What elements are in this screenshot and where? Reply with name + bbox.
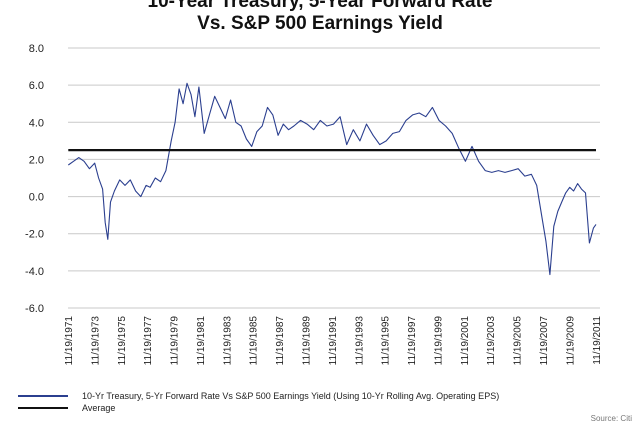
x-tick-label: 11/19/1973 [90, 316, 101, 366]
x-tick-label: 11/19/1979 [170, 316, 181, 366]
y-tick-label: -4.0 [25, 266, 44, 278]
chart-title: 10-Year Treasury, 5-Year Forward Rate [147, 0, 493, 12]
x-tick-label: 11/19/1971 [64, 316, 75, 366]
x-tick-label: 11/19/1983 [222, 316, 233, 366]
x-tick-label: 11/19/1987 [275, 316, 286, 366]
x-tick-label: 11/19/1975 [117, 316, 128, 366]
y-tick-label: 2.0 [29, 154, 44, 166]
legend-swatch-black [18, 407, 68, 409]
legend-item-series: 10-Yr Treasury, 5-Yr Forward Rate Vs S&P… [18, 390, 499, 402]
y-tick-label: -6.0 [25, 303, 44, 315]
legend-label-average: Average [82, 403, 116, 413]
legend-swatch-blue [18, 395, 68, 397]
chart-subtitle: Vs. S&P 500 Earnings Yield [197, 13, 443, 34]
x-tick-label: 11/19/1977 [143, 316, 154, 366]
legend: 10-Yr Treasury, 5-Yr Forward Rate Vs S&P… [18, 390, 499, 414]
x-tick-label: 11/19/1999 [433, 316, 444, 366]
x-tick-label: 11/19/1993 [354, 316, 365, 366]
x-tick-label: 11/19/2007 [539, 316, 550, 366]
y-tick-label: -2.0 [25, 229, 44, 241]
source-label: Source: Citi [590, 414, 632, 423]
y-tick-label: 0.0 [29, 192, 44, 204]
x-tick-label: 11/19/2011 [592, 316, 603, 365]
x-axis: 11/19/1971 11/19/1973 11/19/1975 11/19/1977… [64, 316, 603, 366]
y-tick-label: 6.0 [29, 80, 44, 92]
y-axis: 8.0 6.0 4.0 2.0 0.0 -2.0 -4.0 -6.0 [25, 43, 44, 315]
x-tick-label: 11/19/1989 [302, 316, 313, 366]
x-tick-label: 11/19/1995 [381, 316, 392, 366]
x-tick-label: 11/19/2005 [513, 316, 524, 366]
series-line [67, 82, 597, 276]
gridlines [68, 47, 600, 309]
x-tick-label: 11/19/2003 [486, 316, 497, 366]
x-tick-label: 11/19/1991 [328, 316, 339, 366]
x-tick-label: 11/19/1981 [196, 316, 207, 366]
series-layer [67, 82, 597, 276]
x-tick-label: 11/19/1985 [249, 316, 260, 366]
y-tick-label: 4.0 [29, 117, 44, 129]
legend-item-average: Average [18, 402, 499, 414]
x-tick-label: 11/19/2001 [460, 316, 471, 366]
y-tick-label: 8.0 [29, 43, 44, 55]
legend-label-series: 10-Yr Treasury, 5-Yr Forward Rate Vs S&P… [82, 391, 500, 401]
x-tick-label: 11/19/2009 [565, 316, 576, 366]
x-tick-label: 11/19/1997 [407, 316, 418, 366]
